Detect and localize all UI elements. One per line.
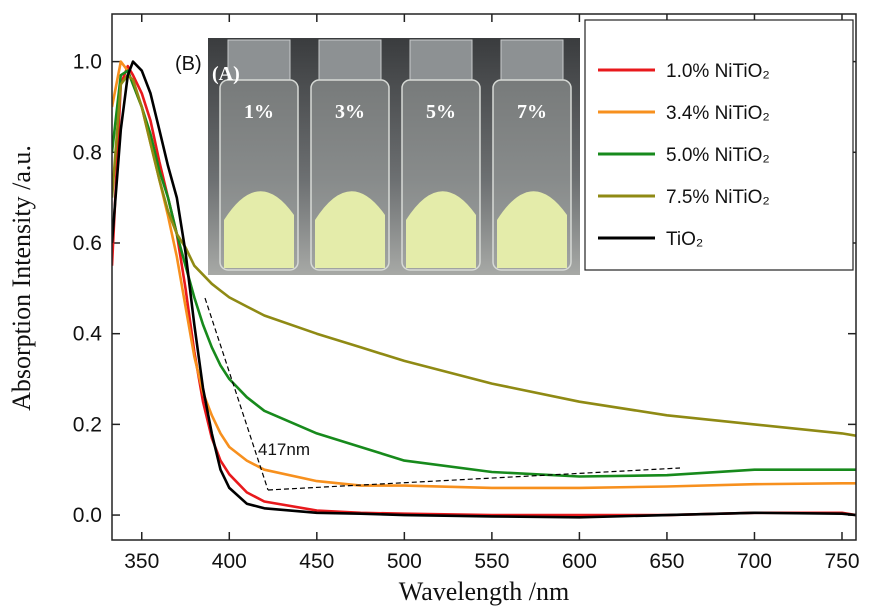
x-tick-label: 700: [737, 550, 772, 573]
legend-label: 3.4% NiTiO₂: [666, 103, 770, 124]
x-tick-label: 350: [124, 550, 159, 573]
x-tick-label: 450: [299, 550, 334, 573]
x-tick-label: 750: [824, 550, 859, 573]
y-axis-title: Absorption Intensity /a.u.: [7, 145, 36, 411]
series-line: [112, 60, 856, 519]
x-tick-label: 500: [387, 550, 422, 573]
y-tick-label: 0.2: [73, 413, 102, 436]
vial-label: 7%: [517, 101, 547, 123]
plot-frame: [111, 13, 857, 541]
x-tick-label: 600: [562, 550, 597, 573]
vial-label: 1%: [244, 101, 274, 123]
legend-label: TiO₂: [666, 229, 703, 250]
vial-neck: [318, 39, 382, 81]
vial-powder: [497, 191, 567, 268]
x-tick-label: 650: [649, 550, 684, 573]
x-tick-label: 400: [212, 550, 247, 573]
legend-box: [584, 19, 854, 271]
y-tick-label: 1.0: [73, 51, 102, 74]
legend-label: 1.0% NiTiO₂: [666, 61, 770, 82]
inset-photo: 1% 3% 5% 7% (A): [208, 38, 580, 275]
y-tick-label: 0.6: [73, 232, 102, 255]
legend-label: 5.0% NiTiO₂: [666, 145, 770, 166]
tangent-line: [204, 297, 269, 491]
vial-neck: [409, 39, 473, 81]
annotation: 417nm: [258, 440, 310, 459]
x-tick-label: 550: [474, 550, 509, 573]
vial-powder: [406, 191, 476, 268]
x-axis-title: Wavelength /nm: [399, 577, 569, 606]
inset-label: (A): [212, 63, 240, 85]
y-tick-label: 0.0: [73, 504, 102, 527]
series-line: [112, 73, 856, 437]
y-tick-label: 0.4: [73, 323, 103, 346]
vial-label: 3%: [335, 101, 365, 123]
vial-label: 5%: [426, 101, 456, 123]
legend-label: 7.5% NiTiO₂: [666, 187, 770, 208]
vial-powder: [224, 191, 294, 268]
baseline-line: [267, 467, 681, 491]
vial-neck: [500, 39, 564, 81]
vial-neck: [227, 39, 291, 81]
vial-powder: [315, 191, 385, 268]
y-tick-label: 0.8: [73, 141, 102, 164]
panel-label: (B): [175, 53, 202, 75]
